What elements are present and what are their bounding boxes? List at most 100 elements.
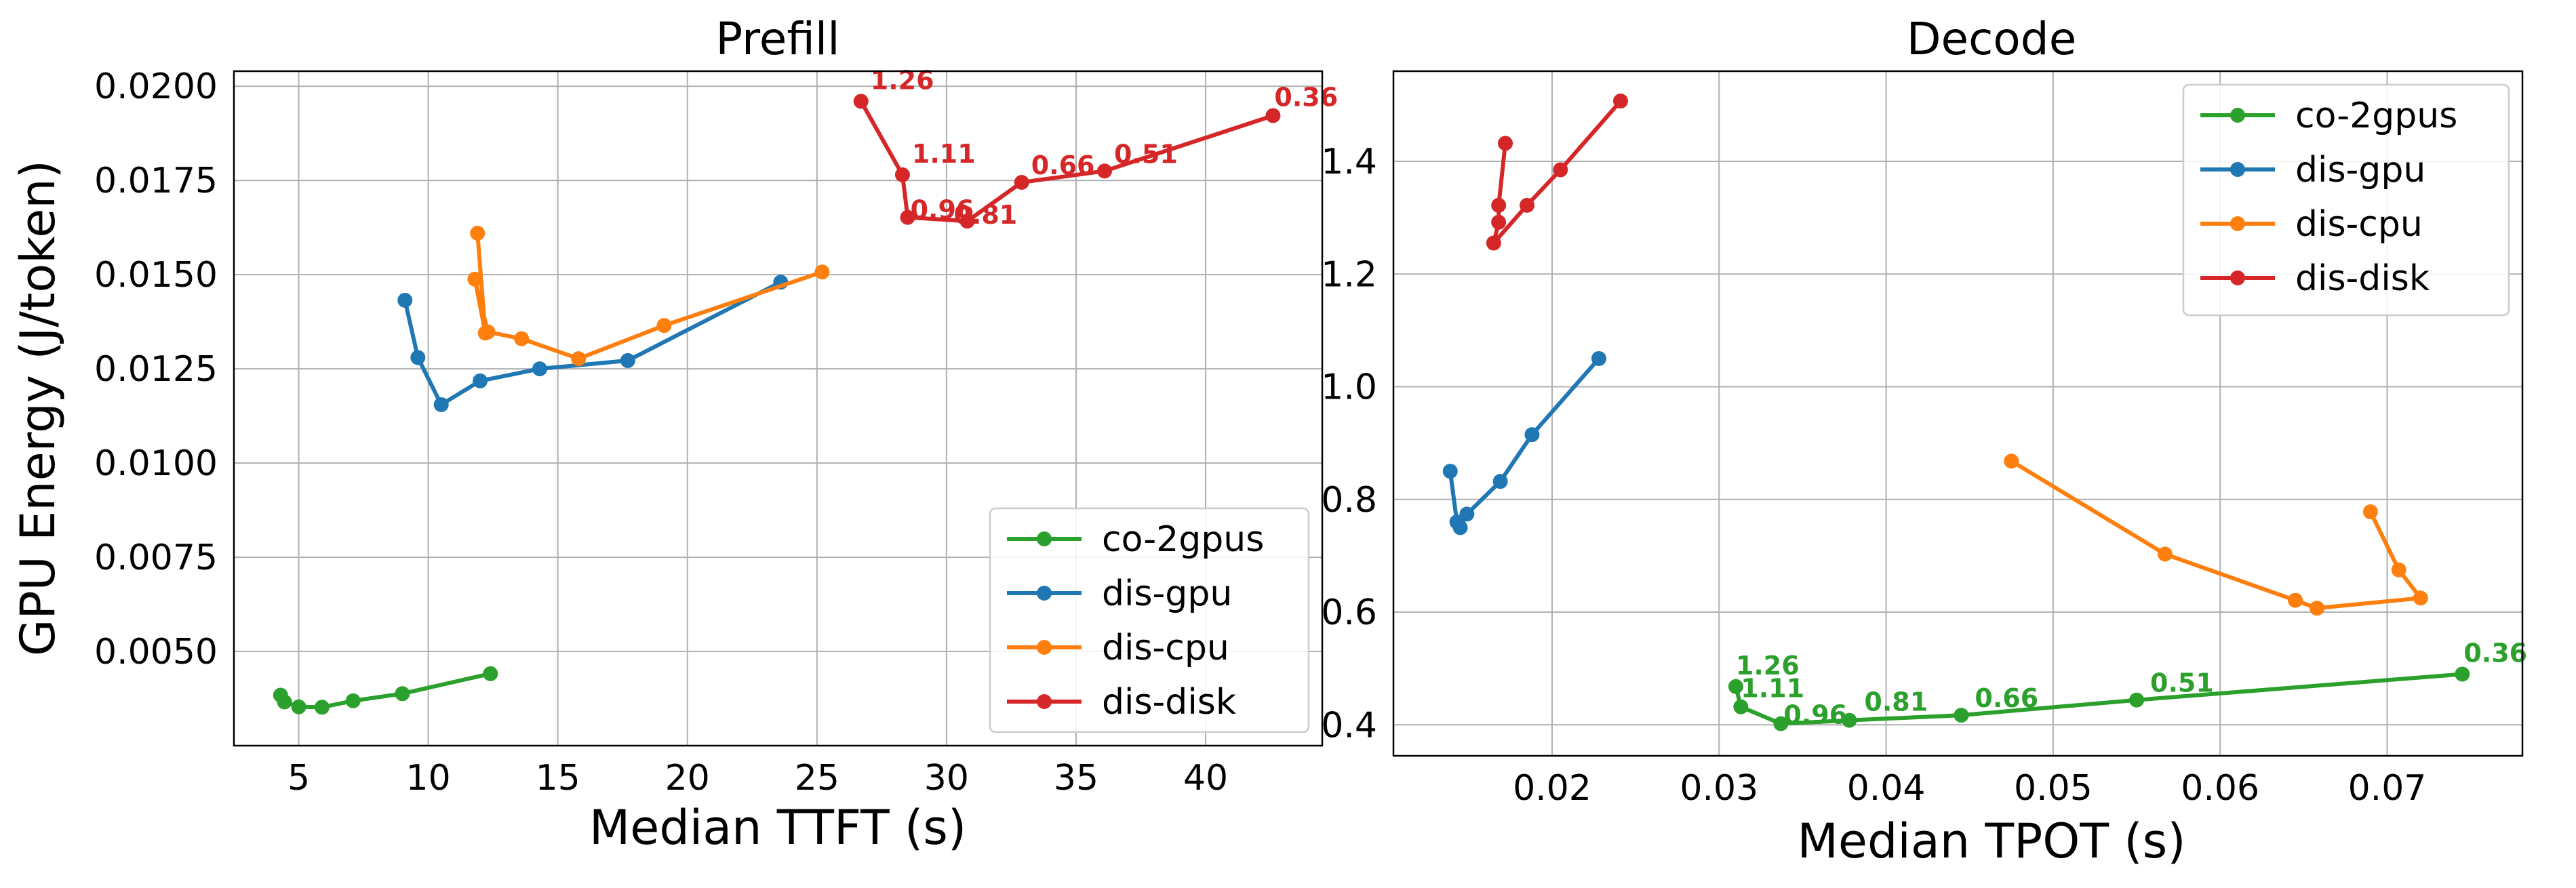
- prefill-point-dis-disk: [900, 209, 915, 225]
- decode-point-annotation: 1.26: [1736, 651, 1800, 681]
- prefill-panel: 1.26 1.11 0.960.81 0.66 0.51 0.36 5 10 15 20 25 30…: [10, 13, 1338, 855]
- prefill-x-tick-label: 40: [1183, 758, 1228, 799]
- prefill-x-tick-label: 15: [536, 758, 580, 799]
- prefill-point-annotation: 0.66: [1031, 150, 1095, 180]
- decode-point-dis-disk: [1612, 94, 1628, 109]
- prefill-x-tick-label: 35: [1054, 758, 1098, 799]
- decode-point-dis-gpu: [1591, 350, 1606, 366]
- decode-y-tick-label: 0.4: [1321, 705, 1377, 746]
- prefill-legend-marker-dis-gpu: [1037, 586, 1052, 601]
- decode-series-line-dis-gpu: [1448, 357, 1601, 530]
- prefill-series-line-dis-cpu: [473, 233, 823, 361]
- decode-point-co-2gpus: [1842, 712, 1857, 728]
- prefill-point-dis-cpu: [480, 324, 496, 340]
- prefill-point-co-2gpus: [483, 666, 498, 681]
- prefill-point-co-2gpus: [291, 699, 306, 714]
- decode-point-dis-cpu: [2362, 504, 2378, 520]
- prefill-point-co-2gpus: [345, 693, 361, 708]
- decode-point-co-2gpus: [1733, 699, 1749, 714]
- prefill-y-axis-label: GPU Energy (J/token): [10, 160, 66, 656]
- prefill-point-dis-cpu: [656, 318, 672, 334]
- decode-point-dis-cpu: [2310, 601, 2325, 616]
- decode-point-dis-gpu: [1492, 474, 1508, 489]
- decode-point-dis-gpu: [1442, 464, 1458, 479]
- prefill-legend-label-dis-gpu: dis-gpu: [1102, 573, 1232, 614]
- prefill-point-dis-disk: [1097, 163, 1112, 179]
- decode-point-co-2gpus: [1954, 708, 1969, 723]
- decode-point-co-2gpus: [1728, 679, 1743, 694]
- decode-y-tick-label: 1.4: [1321, 142, 1377, 182]
- decode-point-annotation: 0.96: [1783, 700, 1847, 730]
- prefill-x-tick-label: 20: [665, 758, 710, 799]
- decode-legend-marker-dis-disk: [2230, 270, 2245, 285]
- decode-y-tick-label: 0.6: [1321, 592, 1377, 633]
- prefill-series: [273, 94, 1281, 715]
- decode-point-dis-gpu: [1459, 506, 1475, 522]
- decode-y-tick-label: 0.8: [1321, 480, 1377, 521]
- prefill-y-tick-label: 0.0125: [94, 349, 218, 390]
- prefill-point-co-2gpus: [277, 694, 292, 710]
- prefill-point-co-2gpus: [395, 686, 410, 702]
- decode-y-tick-label: 1.0: [1321, 367, 1377, 408]
- decode-x-tick-label: 0.02: [1513, 768, 1591, 809]
- prefill-point-dis-disk: [959, 214, 975, 229]
- decode-legend-box: [2182, 83, 2510, 317]
- prefill-point-dis-cpu: [514, 331, 530, 346]
- prefill-x-tick-label: 30: [924, 758, 969, 799]
- decode-point-annotation: 0.66: [1975, 683, 2038, 713]
- prefill-point-dis-gpu: [410, 350, 426, 365]
- decode-point-dis-cpu: [2413, 590, 2428, 606]
- prefill-y-tick-label: 0.0050: [94, 632, 218, 672]
- prefill-point-dis-disk: [1265, 108, 1281, 123]
- decode-axes-frame: [1392, 70, 2524, 757]
- decode-series-line-dis-cpu: [2010, 459, 2423, 611]
- prefill-point-annotation: 0.81: [953, 200, 1017, 230]
- prefill-x-axis-label: Median TTFT (s): [589, 800, 966, 855]
- decode-point-dis-disk: [1486, 235, 1501, 251]
- prefill-y-tick-label: 0.0100: [94, 443, 218, 484]
- decode-legend-marker-dis-cpu: [2230, 216, 2245, 231]
- decode-point-dis-disk: [1491, 197, 1507, 213]
- decode-legend-label-dis-gpu: dis-gpu: [2295, 150, 2425, 190]
- prefill-y-tick-label: 0.0075: [94, 538, 218, 578]
- prefill-point-dis-cpu: [470, 226, 486, 241]
- prefill-point-dis-gpu: [433, 397, 449, 412]
- prefill-point-co-2gpus: [314, 700, 330, 715]
- prefill-point-dis-disk: [853, 94, 869, 109]
- prefill-series-line-dis-gpu: [403, 280, 782, 407]
- prefill-legend-marker-dis-cpu: [1037, 640, 1052, 655]
- prefill-point-dis-gpu: [620, 352, 635, 368]
- decode-legend-label-dis-disk: dis-disk: [2295, 258, 2430, 299]
- decode-point-annotation: 0.36: [2463, 638, 2527, 668]
- prefill-axes-frame: [233, 70, 1324, 747]
- prefill-point-annotation: 1.11: [912, 139, 976, 169]
- prefill-x-tick-label: 5: [288, 758, 310, 799]
- decode-series: [1442, 94, 2470, 731]
- prefill-legend-label-dis-cpu: dis-cpu: [1102, 628, 1229, 668]
- prefill-legend-box: [989, 507, 1310, 733]
- decode-point-dis-disk: [1520, 197, 1535, 213]
- prefill-point-dis-cpu: [814, 264, 830, 280]
- decode-legend-label-dis-cpu: dis-cpu: [2295, 204, 2423, 245]
- decode-x-axis-label: Median TPOT (s): [1797, 813, 2185, 869]
- decode-x-tick-label: 0.05: [2014, 768, 2093, 809]
- prefill-y-tick-label: 0.0150: [94, 255, 218, 296]
- decode-legend-marker-co-2gpus: [2230, 108, 2245, 123]
- prefill-legend-marker-co-2gpus: [1037, 531, 1052, 546]
- prefill-point-dis-disk: [1014, 174, 1029, 190]
- decode-point-co-2gpus: [2455, 666, 2470, 682]
- decode-point-co-2gpus: [1773, 716, 1789, 731]
- decode-point-annotation: 1.11: [1741, 674, 1804, 704]
- prefill-point-annotation: 0.36: [1274, 83, 1338, 113]
- prefill-legend: co-2gpus dis-gpu dis-cpu dis-disk: [989, 507, 1310, 733]
- decode-y-tick-label: 1.2: [1321, 254, 1377, 295]
- prefill-point-dis-cpu: [571, 351, 587, 367]
- prefill-annotations: 1.26 1.11 0.960.81 0.66 0.51 0.36: [871, 65, 1338, 230]
- prefill-point-annotation: 0.96: [911, 195, 974, 225]
- decode-point-annotation: 0.51: [2150, 668, 2214, 698]
- decode-legend: co-2gpus dis-gpu dis-cpu dis-disk: [2182, 83, 2510, 317]
- decode-x-tick-label: 0.06: [2181, 768, 2259, 809]
- decode-point-dis-cpu: [2288, 592, 2303, 608]
- decode-point-co-2gpus: [2129, 692, 2145, 708]
